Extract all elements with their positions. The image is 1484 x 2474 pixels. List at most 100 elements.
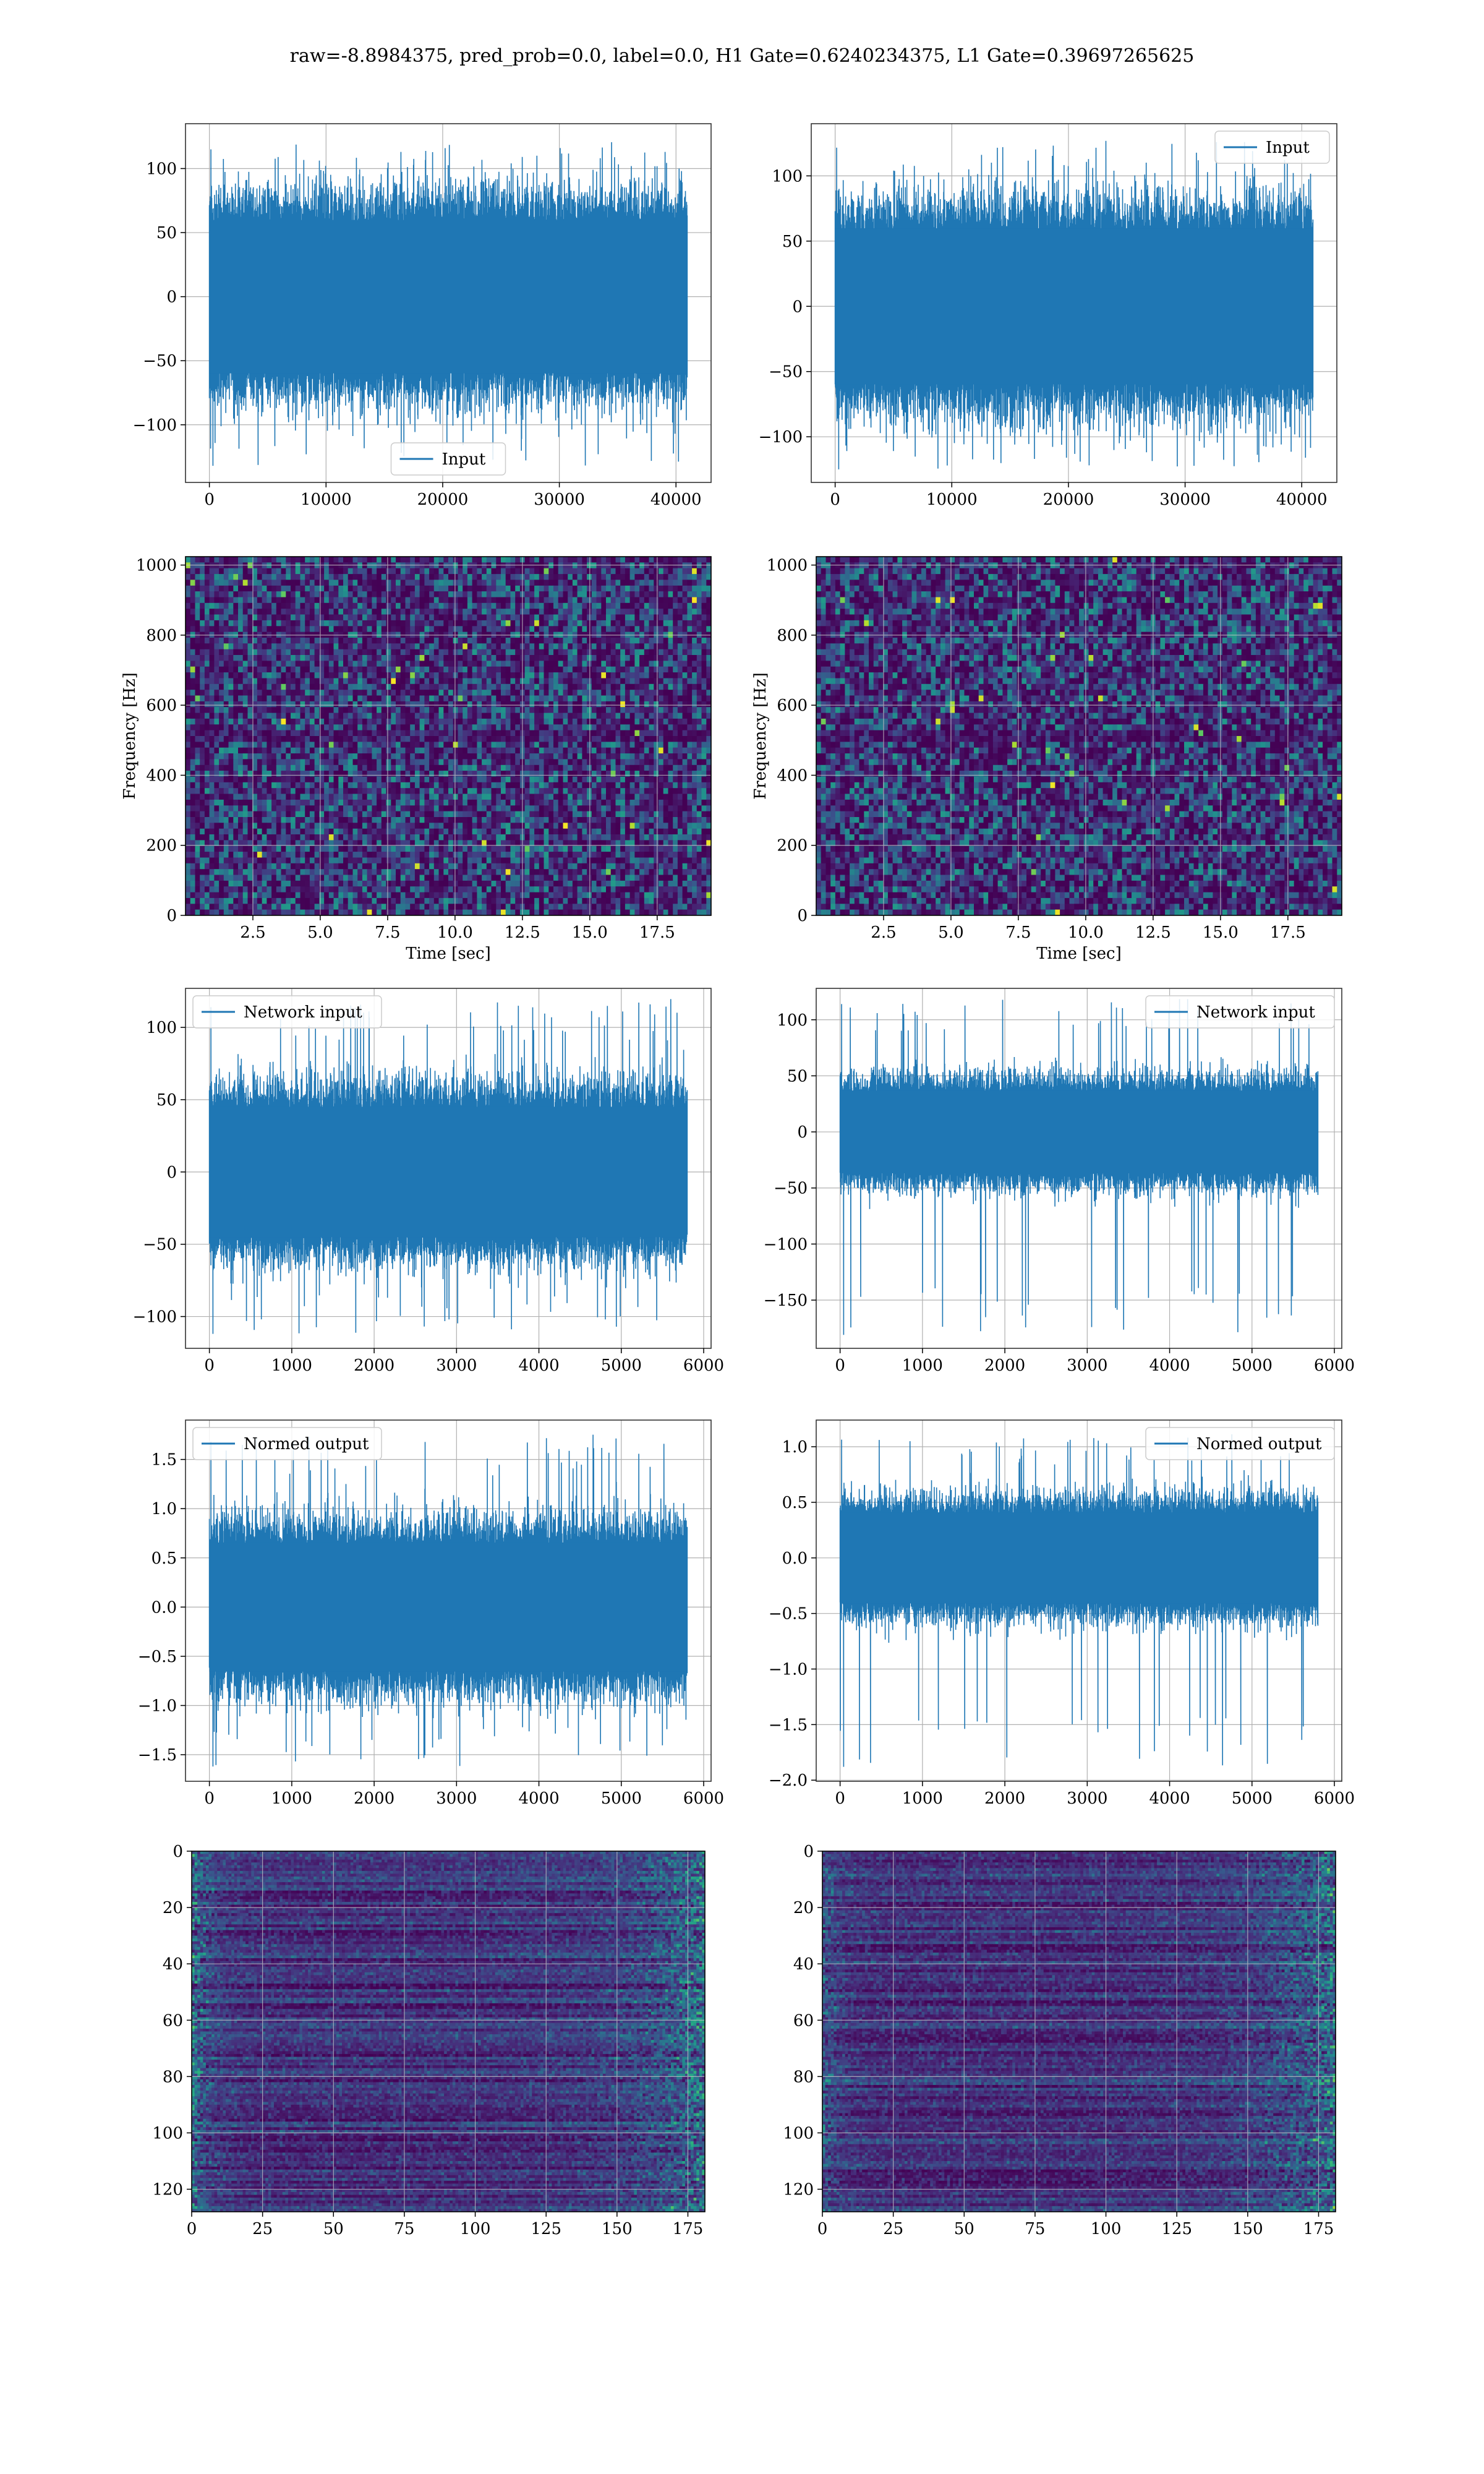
x-tick-label: 6000	[1314, 1789, 1355, 1808]
y-tick-label: 600	[146, 696, 177, 715]
x-tick-label: 10000	[926, 490, 978, 509]
y-tick-label: −100	[759, 428, 803, 447]
x-tick-label: 1000	[271, 1356, 312, 1375]
x-tick-label: 7.5	[375, 923, 400, 942]
legend-label: Normed output	[1196, 1435, 1322, 1453]
x-tick-label: 150	[1232, 2220, 1263, 2238]
x-tick-label: 0	[187, 2220, 197, 2238]
series-body-0	[840, 1090, 1318, 1173]
x-tick-label: 6000	[683, 1789, 724, 1808]
y-tick-label: 0	[173, 1843, 183, 1861]
x-tick-label: 0	[817, 2220, 828, 2238]
y-tick-label: −100	[764, 1235, 808, 1254]
x-tick-label: 17.5	[1270, 923, 1306, 942]
x-tick-label: 2.5	[240, 923, 265, 942]
legend-label: Normed output	[244, 1435, 369, 1453]
x-ticks: 0 10000 20000 30000 40000	[204, 482, 701, 509]
x-tick-label: 0	[204, 490, 215, 509]
x-tick-label: 5.0	[307, 923, 333, 942]
y-tick-label: 0.5	[151, 1549, 177, 1568]
y-tick-label: 100	[152, 2124, 183, 2142]
y-tick-label: −50	[143, 1236, 177, 1254]
x-tick-label: 6000	[683, 1356, 724, 1375]
heatmap-cells	[822, 1851, 1336, 2212]
y-tick-label: 1000	[767, 557, 808, 575]
y-tick-label: 0	[166, 907, 177, 925]
y-tick-label: 1.0	[782, 1438, 808, 1457]
x-tick-label: 20000	[417, 490, 469, 509]
series-body-0	[210, 220, 688, 374]
y-tick-label: −0.5	[769, 1605, 808, 1624]
legend-label: Network input	[244, 1003, 362, 1022]
y-tick-label: 60	[163, 2011, 183, 2030]
x-tick-label: 5000	[1232, 1356, 1273, 1375]
x-tick-label: 12.5	[505, 923, 540, 942]
x-tick-label: 150	[602, 2220, 633, 2238]
y-tick-label: 0	[792, 297, 803, 316]
x-tick-label: 2000	[984, 1356, 1025, 1375]
panel-spec-h1: 2.5 5.0 7.5 10.0 12.5 15.0 17.5020040060080010…	[121, 557, 712, 963]
y-tick-label: 100	[146, 1019, 177, 1037]
y-tick-label: 200	[146, 837, 177, 855]
y-tick-label: 1000	[136, 557, 177, 575]
x-ticks: 0 1000 2000 3000 4000 5000 6000	[835, 1348, 1355, 1375]
y-ticks: −1.5−1.0−0.50.00.51.01.5	[138, 1451, 186, 1765]
y-tick-label: −1.0	[138, 1697, 177, 1715]
x-tick-label: 125	[1161, 2220, 1192, 2238]
x-tick-label: 15.0	[1203, 923, 1239, 942]
legend: Input	[391, 443, 506, 475]
y-tick-label: 100	[772, 167, 803, 186]
legend-label: Input	[1266, 139, 1310, 157]
panel-netin-l1: 0 1000 2000 3000 4000 5000 6000−150−100−500501…	[764, 988, 1355, 1375]
heatmap-cells	[186, 557, 712, 916]
x-tick-label: 5000	[601, 1356, 642, 1375]
x-tick-label: 20000	[1043, 490, 1094, 509]
y-tick-label: 100	[783, 2124, 814, 2142]
y-tick-label: 800	[777, 627, 808, 645]
y-tick-label: −50	[774, 1179, 808, 1198]
x-tick-label: 1000	[902, 1789, 943, 1808]
y-tick-label: 400	[146, 766, 177, 785]
x-ticks: 0 1000 2000 3000 4000 5000 6000	[835, 1781, 1355, 1808]
y-tick-label: 40	[163, 1955, 183, 1974]
heatmap-cells	[192, 1851, 706, 2212]
x-tick-label: 75	[394, 2220, 414, 2238]
y-tick-label: −50	[769, 363, 803, 382]
figure-suptitle: raw=-8.8984375, pred_prob=0.0, label=0.0…	[290, 45, 1195, 67]
legend-label: Input	[442, 450, 486, 469]
x-tick-label: 2000	[354, 1789, 394, 1808]
x-tick-label: 1000	[902, 1356, 943, 1375]
panel-norm-h1: 0 1000 2000 3000 4000 5000 6000−1.5−1.0−0.50.0…	[138, 1420, 724, 1808]
x-ticks: 2.5 5.0 7.5 10.0 12.5 15.0 17.5	[871, 915, 1305, 942]
x-tick-label: 4000	[518, 1789, 559, 1808]
series-body-0	[835, 228, 1313, 385]
panel-netin-h1: 0 1000 2000 3000 4000 5000 6000−100−50050100Ne…	[133, 988, 725, 1375]
x-tick-label: 17.5	[639, 923, 675, 942]
x-tick-label: 100	[1091, 2220, 1122, 2238]
x-tick-label: 175	[673, 2220, 704, 2238]
x-ticks: 0 10000 20000 30000 40000	[830, 482, 1327, 509]
y-tick-label: −1.5	[138, 1746, 177, 1765]
series-body-0	[210, 1543, 688, 1672]
x-tick-label: 10.0	[437, 923, 473, 942]
y-tick-label: 100	[777, 1011, 808, 1030]
x-tick-label: 7.5	[1005, 923, 1031, 942]
y-tick-label: 120	[152, 2181, 183, 2199]
x-tick-label: 4000	[1149, 1789, 1190, 1808]
y-tick-label: −150	[764, 1291, 808, 1310]
x-tick-label: 5.0	[938, 923, 963, 942]
y-tick-label: 0.0	[151, 1598, 177, 1617]
y-tick-label: 0.5	[782, 1494, 808, 1512]
x-tick-label: 10000	[301, 490, 352, 509]
x-tick-label: 5000	[601, 1789, 642, 1808]
y-tick-label: 50	[787, 1067, 808, 1085]
y-tick-label: 100	[146, 160, 177, 179]
legend-label: Network input	[1196, 1003, 1315, 1022]
panel-spec-l1: 2.5 5.0 7.5 10.0 12.5 15.0 17.5020040060080010…	[751, 557, 1342, 963]
